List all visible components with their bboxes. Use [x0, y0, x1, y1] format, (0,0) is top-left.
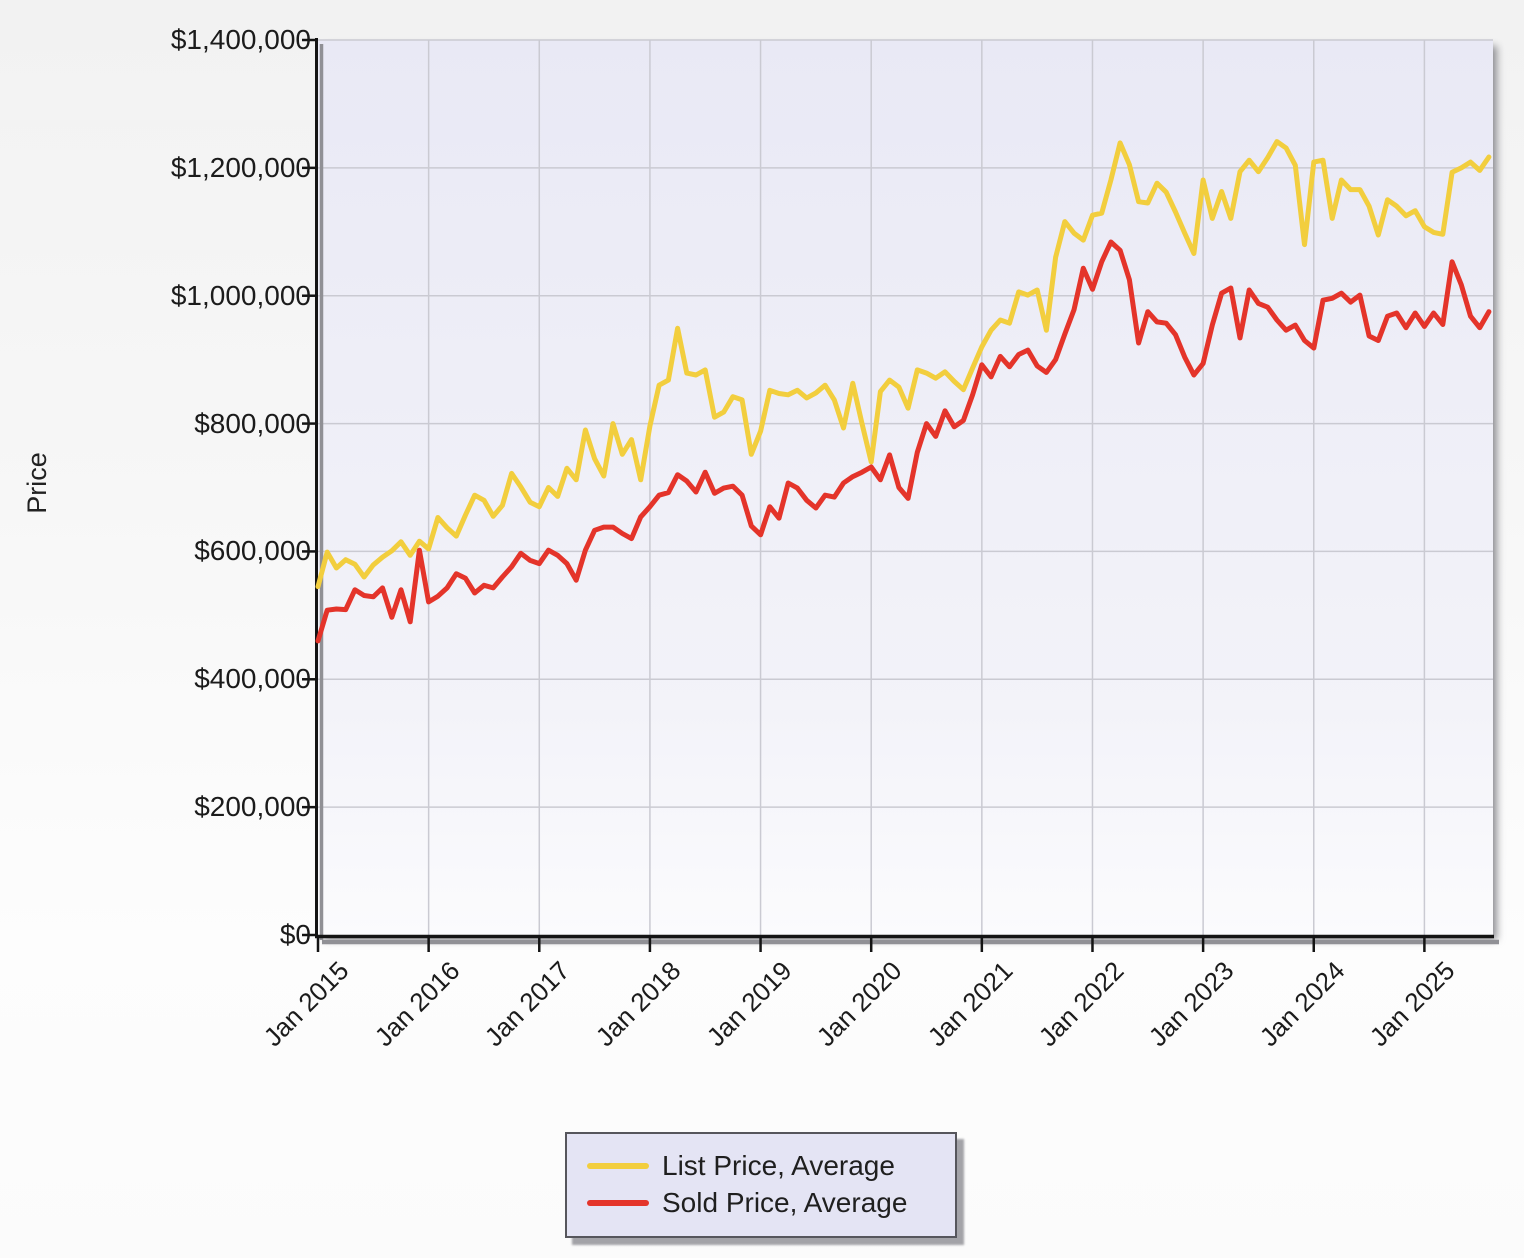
y-tick-label: $600,000	[194, 535, 311, 566]
chart-graphics	[302, 38, 1499, 952]
y-tick-label: $400,000	[194, 663, 311, 694]
legend-swatch-list-price-icon	[587, 1162, 649, 1169]
y-tick-label: $1,000,000	[170, 280, 311, 311]
y-tick-label: $1,400,000	[170, 24, 311, 55]
legend-label-sold-price: Sold Price, Average	[662, 1186, 908, 1218]
legend: List Price, Average Sold Price, Average	[565, 1132, 957, 1238]
y-tick-label: $200,000	[194, 791, 311, 822]
legend-label-list-price: List Price, Average	[662, 1149, 895, 1181]
legend-swatch-sold-price-icon	[587, 1199, 649, 1206]
y-tick-label: $800,000	[194, 408, 311, 439]
y-axis-title: Price	[22, 452, 52, 514]
y-tick-label: $0	[279, 919, 311, 950]
legend-item-sold-price: Sold Price, Average	[587, 1184, 955, 1221]
legend-item-list-price: List Price, Average	[587, 1147, 955, 1184]
y-tick-label: $1,200,000	[170, 152, 311, 183]
plot-area	[318, 40, 1493, 935]
